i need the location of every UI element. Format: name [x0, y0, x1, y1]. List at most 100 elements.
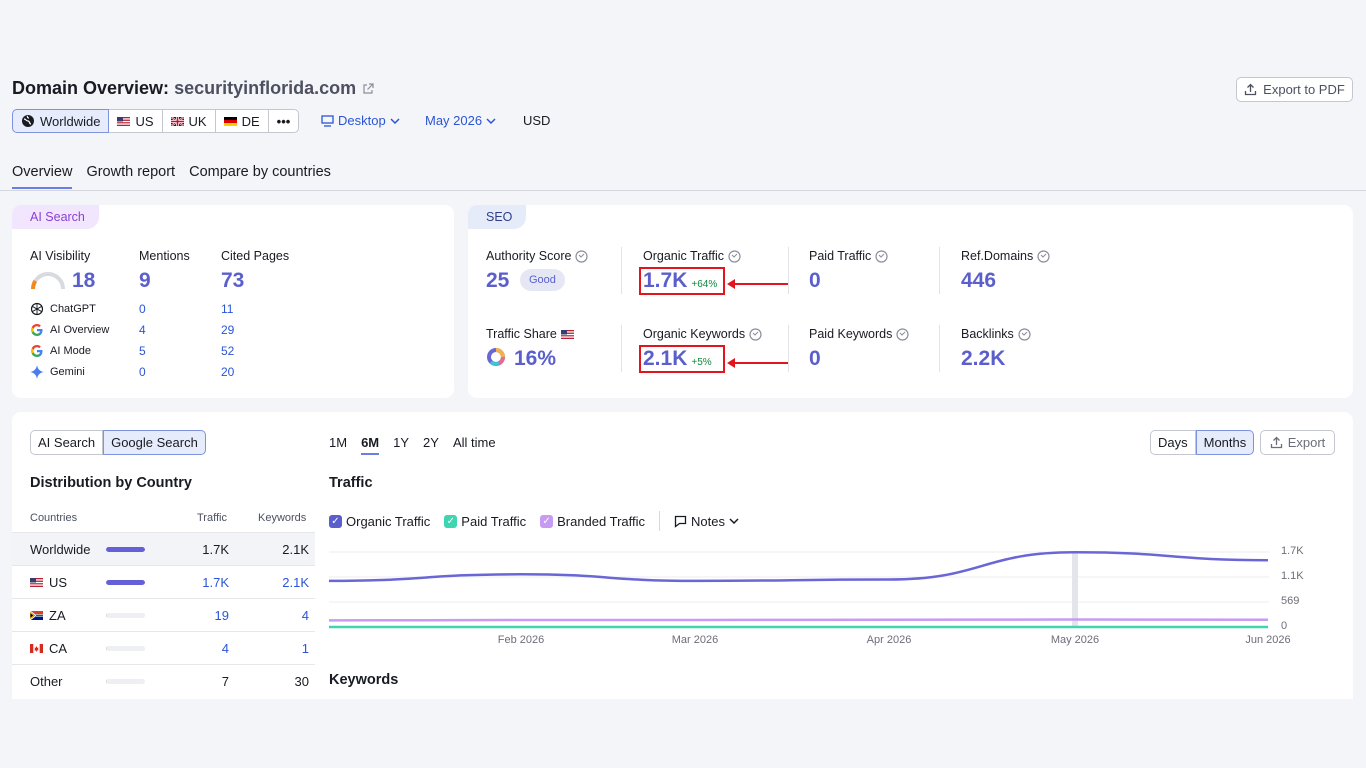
ai-row-gemini: Gemini — [30, 365, 85, 379]
notes-dropdown[interactable]: Notes — [674, 514, 739, 529]
tab-divider — [0, 190, 1366, 191]
ai-visibility-value[interactable]: 18 — [72, 269, 96, 292]
granularity-toggle: Days Months — [1150, 430, 1255, 455]
ai-row-cited[interactable]: 29 — [221, 323, 235, 337]
legend-organic-traffic[interactable]: ✓ Organic Traffic — [329, 514, 430, 529]
period-6m[interactable]: 6M — [361, 435, 380, 455]
external-link-icon[interactable] — [362, 82, 374, 95]
db-tab-worldwide[interactable]: Worldwide — [12, 109, 110, 133]
db-tab-uk[interactable]: UK — [162, 109, 216, 133]
legend-paid-traffic[interactable]: ✓ Paid Traffic — [444, 514, 526, 529]
info-icon[interactable] — [896, 327, 909, 341]
ai-row-chatgpt: ChatGPT — [30, 302, 96, 316]
info-icon[interactable] — [728, 249, 741, 263]
organic-keywords-text: Organic Keywords — [643, 327, 746, 341]
traffic-chart[interactable] — [329, 542, 1339, 652]
ai-row-name: AI Overview — [50, 324, 110, 336]
info-icon[interactable] — [1037, 249, 1050, 263]
info-icon[interactable] — [875, 249, 888, 263]
table-row[interactable]: CA 4 1 — [12, 631, 315, 664]
db-more-button[interactable]: ••• — [268, 109, 300, 133]
export-pdf-button[interactable]: Export to PDF — [1236, 77, 1353, 102]
toggle-ai-search[interactable]: AI Search — [30, 430, 104, 455]
series-line-branded-traffic[interactable] — [329, 618, 1269, 622]
ref-domains-text: Ref.Domains — [961, 249, 1034, 263]
country-keywords[interactable]: 4 — [301, 608, 309, 623]
organic-traffic-change: +64% — [691, 279, 718, 290]
info-icon[interactable] — [575, 249, 589, 263]
ai-row-mentions[interactable]: 4 — [139, 323, 146, 337]
domain-name[interactable]: securityinflorida.com — [174, 78, 357, 98]
ai-row-ai-overview: AI Overview — [30, 323, 109, 337]
period-2y[interactable]: 2Y — [423, 435, 439, 450]
db-tab-label: UK — [188, 113, 207, 129]
cited-pages-value[interactable]: 73 — [221, 269, 245, 292]
paid-keywords-value[interactable]: 0 — [809, 347, 821, 370]
db-tab-label: US — [135, 113, 154, 129]
country-name: Other — [30, 674, 63, 689]
ai-row-cited[interactable]: 20 — [221, 365, 235, 379]
export-button[interactable]: Export — [1260, 430, 1335, 455]
country-traffic[interactable]: 1.7K — [202, 575, 229, 590]
period-all-time[interactable]: All time — [452, 435, 496, 450]
tab-compare-by-countries[interactable]: Compare by countries — [189, 164, 331, 180]
ai-row-mentions[interactable]: 0 — [139, 302, 146, 316]
organic-keywords-value[interactable]: 2.1K +5% — [643, 347, 712, 371]
legend-branded-traffic[interactable]: ✓ Branded Traffic — [540, 514, 645, 529]
db-tab-label: Worldwide — [40, 113, 101, 129]
ai-row-cited[interactable]: 11 — [221, 302, 234, 316]
date-dropdown[interactable]: May 2026 — [425, 113, 496, 128]
highlight-box — [639, 267, 725, 295]
paid-traffic-value[interactable]: 0 — [809, 269, 821, 292]
organic-traffic-value[interactable]: 1.7K +64% — [643, 269, 717, 293]
ref-domains-label: Ref.Domains — [961, 249, 1050, 263]
table-row[interactable]: Worldwide 1.7K 2.1K — [12, 532, 315, 565]
gemini-icon — [30, 365, 44, 379]
country-traffic[interactable]: 19 — [214, 608, 229, 623]
ca-flag-icon — [30, 644, 43, 653]
paid-keywords-text: Paid Keywords — [809, 327, 893, 341]
info-icon[interactable] — [1018, 327, 1031, 341]
ref-domains-value[interactable]: 446 — [961, 269, 997, 292]
toggle-months[interactable]: Months — [1195, 430, 1255, 455]
device-dropdown[interactable]: Desktop — [321, 113, 400, 128]
toggle-google-search[interactable]: Google Search — [103, 430, 206, 455]
country-keywords[interactable]: 1 — [301, 641, 309, 656]
checkbox-checked-icon: ✓ — [540, 514, 554, 528]
ai-row-name: Gemini — [50, 366, 85, 378]
ai-row-cited[interactable]: 52 — [221, 344, 235, 358]
tab-growth-report[interactable]: Growth report — [86, 164, 176, 180]
toggle-days[interactable]: Days — [1150, 430, 1196, 455]
desktop-icon — [321, 114, 334, 127]
db-tab-de[interactable]: DE — [215, 109, 269, 133]
col-keywords: Keywords — [258, 512, 307, 524]
country-keywords[interactable]: 2.1K — [282, 575, 309, 590]
info-icon[interactable] — [749, 327, 762, 341]
table-row[interactable]: Other 7 30 — [12, 664, 315, 697]
backlinks-value[interactable]: 2.2K — [961, 347, 1006, 370]
table-row[interactable]: US 1.7K 2.1K — [12, 565, 315, 598]
tab-overview[interactable]: Overview — [12, 164, 73, 189]
divider — [788, 247, 789, 294]
authority-score-value[interactable]: 25 — [486, 269, 510, 292]
legend-divider — [659, 511, 661, 531]
db-tab-us[interactable]: US — [109, 109, 163, 133]
mentions-value[interactable]: 9 — [139, 269, 151, 292]
title-label: Domain Overview: — [12, 78, 170, 98]
paid-traffic-text: Paid Traffic — [809, 249, 872, 263]
divider — [788, 325, 789, 372]
series-line-organic-traffic[interactable] — [329, 551, 1269, 583]
period-1y[interactable]: 1Y — [393, 435, 410, 450]
traffic-share-text: Traffic Share — [486, 327, 557, 341]
traffic-share-value[interactable]: 16% — [514, 347, 557, 370]
divider — [939, 325, 940, 372]
export-pdf-label: Export to PDF — [1263, 82, 1345, 97]
ai-row-mentions[interactable]: 5 — [139, 344, 146, 358]
country-traffic[interactable]: 4 — [221, 641, 229, 656]
period-1m[interactable]: 1M — [329, 435, 348, 450]
table-row[interactable]: ZA 19 4 — [12, 598, 315, 631]
ai-visibility-label: AI Visibility — [30, 249, 91, 263]
cited-pages-label: Cited Pages — [221, 249, 290, 263]
ai-row-mentions[interactable]: 0 — [139, 365, 146, 379]
traffic-share-label: Traffic Share — [486, 327, 574, 341]
